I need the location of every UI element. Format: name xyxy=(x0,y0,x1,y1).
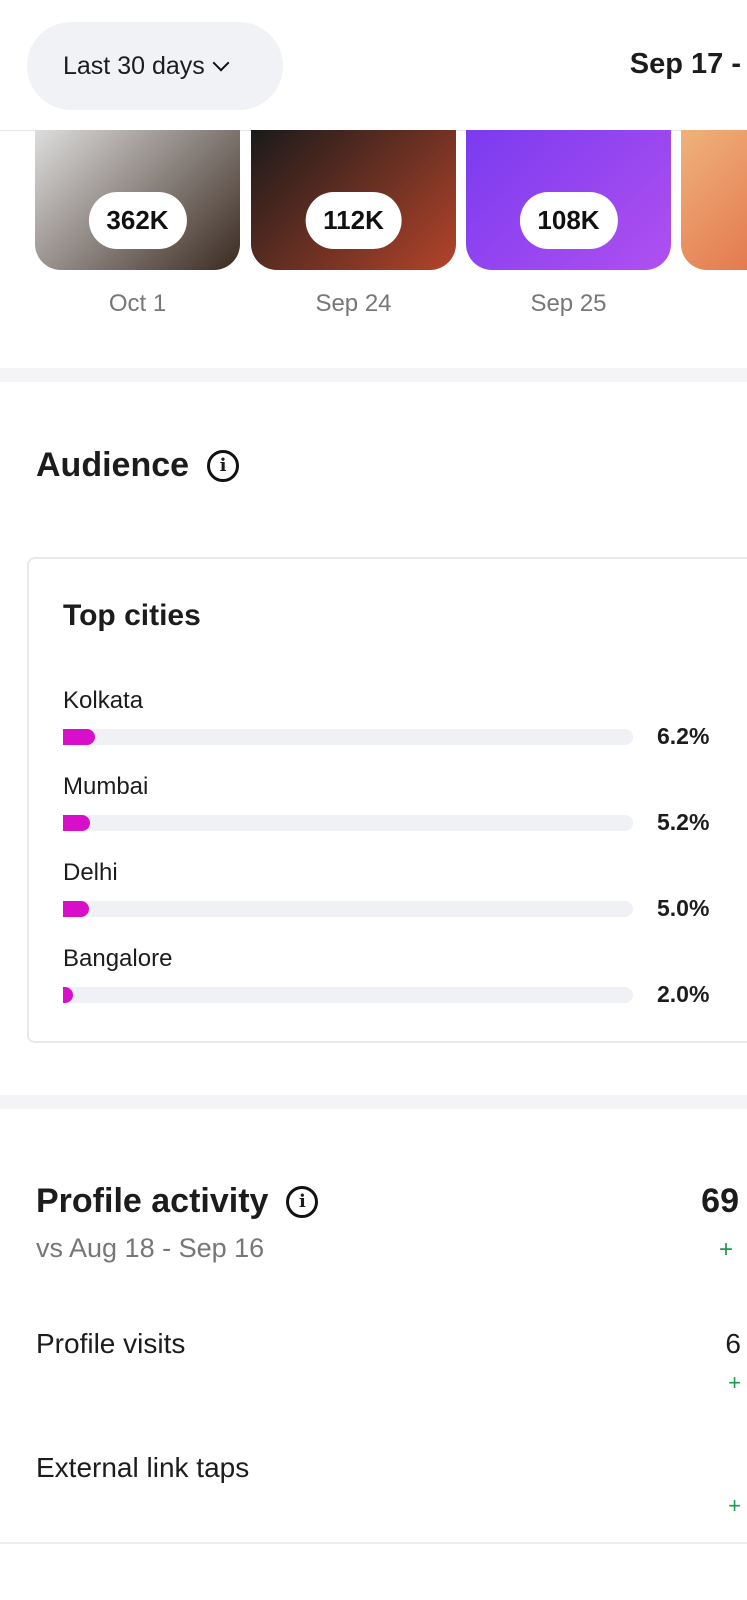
section-separator xyxy=(0,1095,747,1109)
audience-title: Audience xyxy=(36,446,190,484)
city-name: Bangalore xyxy=(63,945,173,972)
comparison-period: vs Aug 18 - Sep 16 xyxy=(36,1233,265,1263)
post-date: Sep 25 xyxy=(530,290,607,317)
profile-activity-title: Profile activity xyxy=(36,1182,269,1220)
city-percentage: 2.0% xyxy=(657,981,710,1007)
profile-visits-change: + xyxy=(728,1370,741,1395)
external-link-taps-change: + xyxy=(728,1493,741,1518)
profile-activity-total: 69 xyxy=(701,1182,739,1220)
city-bar-fill xyxy=(63,815,90,831)
city-bar-fill xyxy=(63,987,74,1003)
city-bar-track xyxy=(63,901,633,917)
city-bar-fill xyxy=(63,901,89,917)
city-name: Kolkata xyxy=(63,687,144,714)
external-link-taps-label: External link taps xyxy=(36,1452,250,1483)
post-thumbnail[interactable] xyxy=(681,130,747,270)
city-bar-fill xyxy=(63,729,95,745)
city-name: Mumbai xyxy=(63,773,149,800)
post-date: Oct 1 xyxy=(108,290,167,317)
profile-activity-heading: Profile activity i xyxy=(36,1182,319,1221)
city-percentage: 6.2% xyxy=(657,723,710,749)
city-percentage: 5.2% xyxy=(657,809,710,835)
post-view-count: 112K xyxy=(305,192,402,249)
info-icon[interactable]: i xyxy=(286,1185,319,1218)
post-thumbnail[interactable]: 362K xyxy=(35,130,240,270)
card-title: Top cities xyxy=(63,599,201,632)
post-thumbnail[interactable]: 108K xyxy=(466,130,671,270)
chevron-down-icon xyxy=(212,54,230,72)
city-bar-track xyxy=(63,729,633,745)
post-date: Sep 24 xyxy=(315,290,392,317)
city-bar-track xyxy=(63,987,633,1003)
city-bar-track xyxy=(63,815,633,831)
profile-visits-label: Profile visits xyxy=(36,1328,186,1359)
post-thumbnail[interactable]: 112K xyxy=(251,130,456,270)
date-range-dropdown[interactable]: Last 30 days xyxy=(27,22,283,110)
info-icon[interactable]: i xyxy=(207,449,240,482)
post-view-count: 362K xyxy=(88,192,187,249)
city-percentage: 5.0% xyxy=(657,895,710,921)
profile-visits-value: 6 xyxy=(725,1328,741,1359)
divider xyxy=(0,1542,747,1544)
post-view-count: 108K xyxy=(519,192,618,249)
total-change: + xyxy=(718,1236,733,1263)
date-range-text: Sep 17 - xyxy=(629,48,741,80)
audience-heading: Audience i xyxy=(36,446,240,485)
section-separator xyxy=(0,368,747,382)
city-name: Delhi xyxy=(63,859,118,886)
top-cities-card: Top cities Kolkata 6.2% Mumbai 5.2% Delhi … xyxy=(27,557,747,1043)
dropdown-label: Last 30 days xyxy=(63,51,205,80)
